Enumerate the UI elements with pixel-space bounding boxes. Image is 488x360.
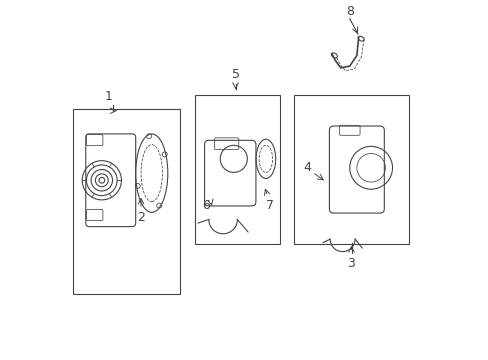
Text: 4: 4 xyxy=(303,161,310,174)
Text: 7: 7 xyxy=(265,199,274,212)
Bar xyxy=(294,95,408,244)
Text: 3: 3 xyxy=(347,257,355,270)
Text: 8: 8 xyxy=(345,5,353,18)
Bar xyxy=(194,95,280,244)
Text: 5: 5 xyxy=(231,68,239,81)
Text: 1: 1 xyxy=(105,90,113,103)
Text: 2: 2 xyxy=(137,211,145,224)
Text: 6: 6 xyxy=(202,199,209,212)
Bar xyxy=(73,109,180,294)
